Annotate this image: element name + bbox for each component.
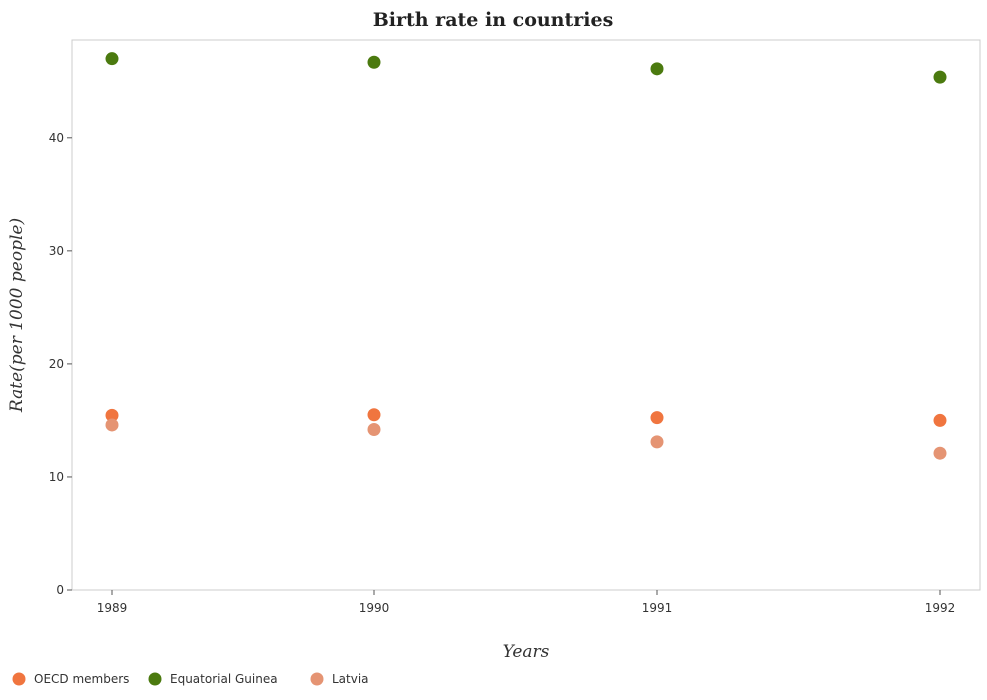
data-point-oecd-members bbox=[933, 413, 947, 427]
x-axis-ticks: 1989 1990 1991 1992 bbox=[97, 590, 956, 615]
y-tick-label: 30 bbox=[49, 244, 64, 258]
plot-area bbox=[71, 39, 981, 591]
data-point-latvia bbox=[933, 446, 947, 460]
chart-title: Birth rate in countries bbox=[373, 9, 614, 31]
x-tick-label: 1989 bbox=[97, 601, 128, 615]
x-tick-label: 1992 bbox=[925, 601, 956, 615]
data-point-latvia bbox=[650, 435, 664, 449]
data-point-equatorial-guinea bbox=[650, 62, 664, 76]
x-tick-label: 1990 bbox=[359, 601, 390, 615]
legend: OECD members Equatorial Guinea Latvia bbox=[12, 672, 369, 686]
data-point-oecd-members bbox=[105, 408, 119, 422]
y-tick-label: 20 bbox=[49, 357, 64, 371]
y-axis-label: Rate(per 1000 people) bbox=[7, 218, 27, 413]
data-point-oecd-members bbox=[367, 408, 381, 422]
legend-label: Latvia bbox=[332, 672, 369, 686]
legend-marker bbox=[12, 672, 26, 686]
data-point-equatorial-guinea bbox=[367, 55, 381, 69]
y-axis-ticks: 0 10 20 30 40 bbox=[49, 131, 72, 597]
y-tick-label: 10 bbox=[49, 470, 64, 484]
data-point-latvia bbox=[105, 418, 119, 432]
legend-marker bbox=[148, 672, 162, 686]
x-axis-label: Years bbox=[503, 642, 550, 662]
y-tick-label: 0 bbox=[56, 583, 64, 597]
data-point-oecd-members bbox=[650, 411, 664, 425]
x-tick-label: 1991 bbox=[642, 601, 673, 615]
y-tick-label: 40 bbox=[49, 131, 64, 145]
data-points bbox=[105, 52, 947, 460]
legend-label: OECD members bbox=[34, 672, 129, 686]
data-point-latvia bbox=[367, 422, 381, 436]
data-point-equatorial-guinea bbox=[933, 70, 947, 84]
data-point-equatorial-guinea bbox=[105, 52, 119, 66]
legend-marker bbox=[310, 672, 324, 686]
legend-label: Equatorial Guinea bbox=[170, 672, 278, 686]
